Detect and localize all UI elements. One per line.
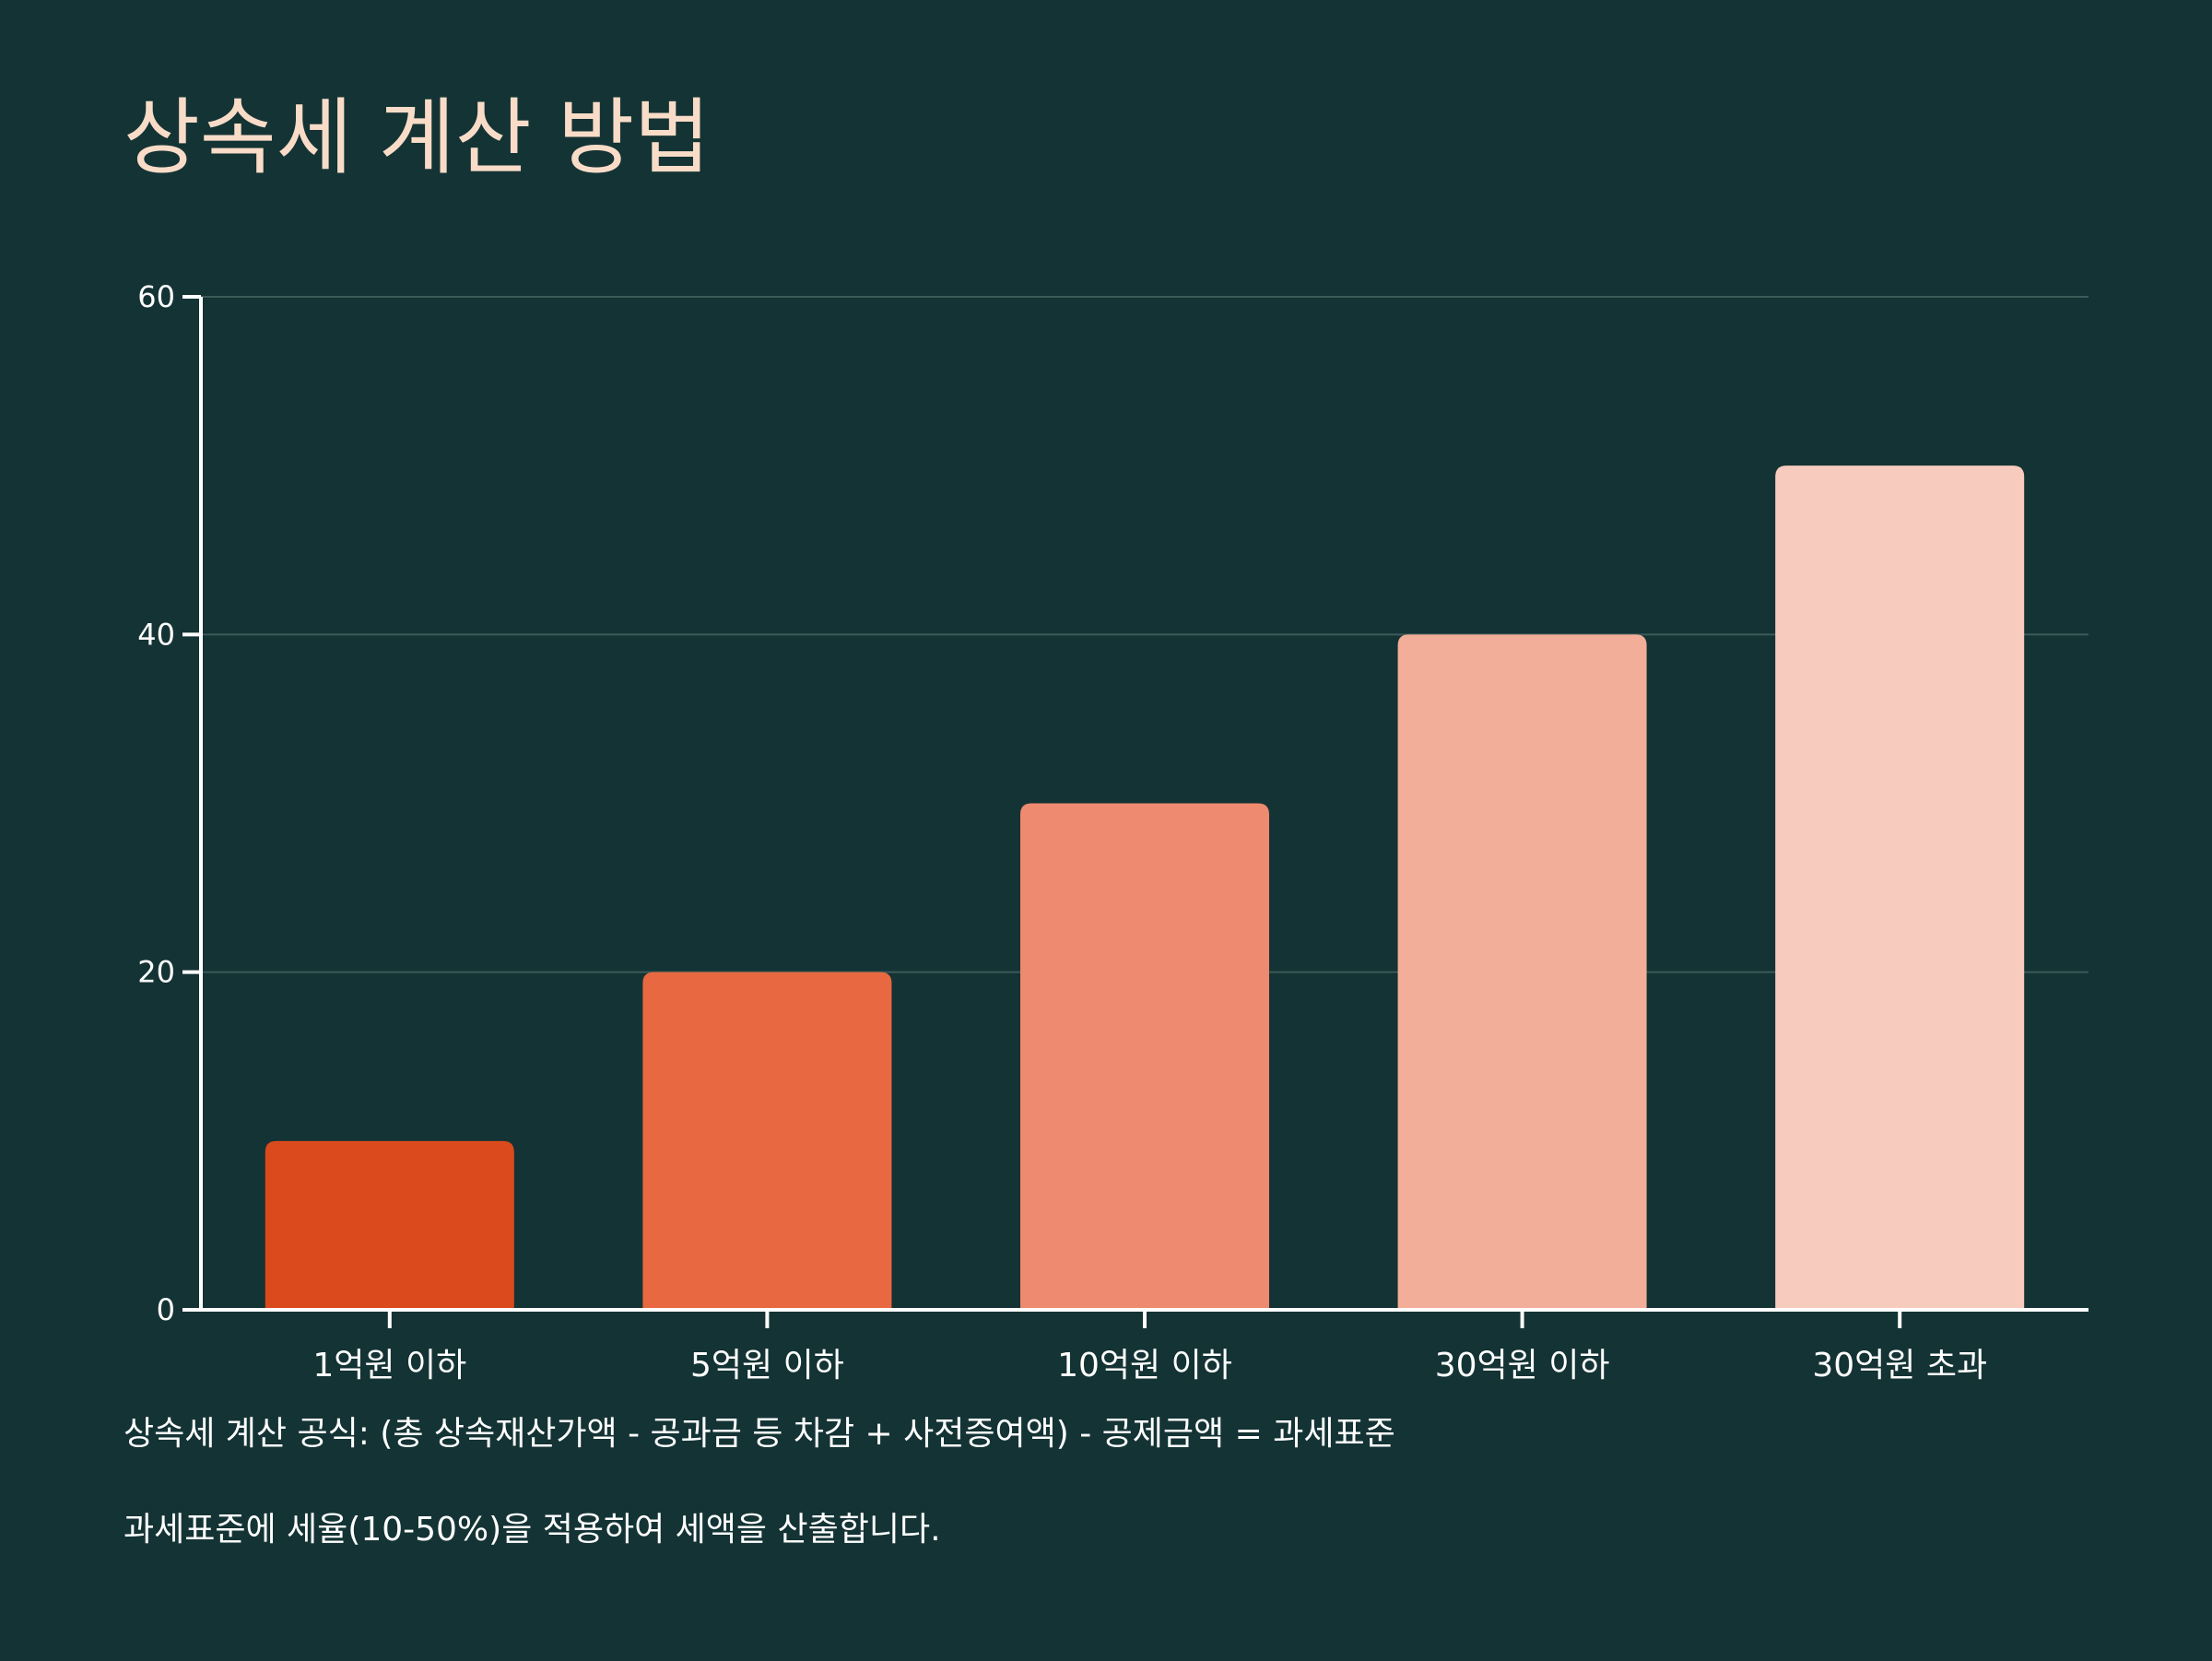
x-tick-label-3: 10억원 이하 (1057, 1347, 1232, 1384)
bar-1 (265, 1140, 514, 1310)
bar-4 (1397, 634, 1647, 1310)
x-tick-label-2: 5억원 이하 (690, 1347, 844, 1384)
bar-2 (642, 972, 892, 1310)
x-tick-label-4: 30억원 이하 (1435, 1347, 1610, 1384)
chart-title: 상속세 계산 방법 (124, 89, 711, 186)
y-tick-label-20: 20 (137, 955, 175, 990)
formula-note: 상속세 계산 공식: (총 상속재산가액 - 공과금 등 차감 + 사전증여액)… (124, 1415, 1395, 1453)
bar-5 (1775, 465, 2025, 1311)
axes (182, 295, 2088, 1328)
x-tick-label-1: 1억원 이하 (312, 1347, 466, 1384)
y-tick-label-40: 40 (137, 617, 175, 652)
x-tick-label-5: 30억원 초과 (1812, 1347, 1987, 1384)
bar-chart: 0 20 40 60 1억원 이하 5억원 이하 10억원 이하 30억원 이하 30억원 초과 (137, 279, 2088, 1384)
y-tick-label-0: 0 (157, 1292, 175, 1327)
tick-labels: 0 20 40 60 1억원 이하 5억원 이하 10억원 이하 30억원 이하 30억원 초과 (137, 279, 1987, 1384)
y-tick-label-60: 60 (137, 279, 175, 314)
bar-3 (1020, 803, 1269, 1310)
rate-note: 과세표준에 세율(10-50%)을 적용하여 세액을 산출합니다. (124, 1511, 941, 1549)
bars (265, 465, 2025, 1311)
